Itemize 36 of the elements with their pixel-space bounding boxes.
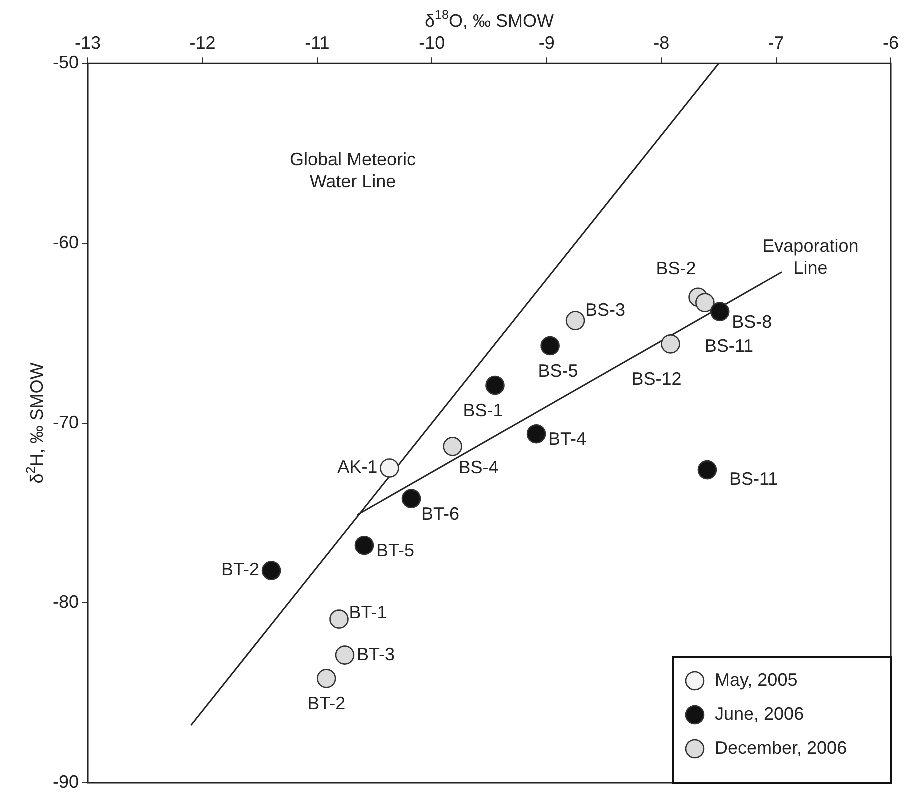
annotation: BS-4 [458,458,499,478]
x-tick-label: -11 [305,32,330,53]
annotation: Evaporation Line [762,236,859,278]
x-tick-label: -12 [190,32,216,53]
y-tick-label: -90 [53,772,80,792]
x-tick-label: -13 [75,32,102,53]
annotation: BS-8 [732,312,772,332]
annotation: BS-11 [704,336,754,356]
annotation: BT-2 [308,694,346,714]
annotation: Global Meteoric Water Line [290,149,416,192]
annotation: BT-4 [548,429,587,450]
x-tick-label: -7 [768,32,784,53]
annotation: BS-2 [656,258,696,278]
legend-label: June, 2006 [715,704,804,724]
x-tick-label: -6 [882,32,900,53]
annotation: BT-6 [422,504,460,524]
annotation: BT-1 [349,602,388,622]
annotation: BT-5 [376,540,414,561]
legend-label: May, 2005 [715,670,798,690]
annotation: BT-2 [222,560,260,580]
annotation: BS-1 [463,400,504,420]
x-tick-label: -8 [654,32,670,53]
annotation: BS-3 [586,300,626,320]
x-tick-label: -10 [419,32,446,53]
x-tick-label: -9 [538,32,555,53]
y-tick-label: -80 [53,592,80,612]
y-tick-label: -60 [53,232,80,252]
annotation: BT-3 [356,644,395,664]
y-tick-label: -70 [53,412,80,432]
annotation: BS-12 [632,369,682,390]
legend-label: December, 2006 [715,738,848,758]
annotation: BS-5 [538,360,578,381]
y-tick-label: -50 [53,52,80,73]
y-axis-title: δ2H, ‰ SMOW [24,362,47,484]
annotation: AK-1 [338,457,378,478]
annotation: BS-11 [729,469,778,490]
